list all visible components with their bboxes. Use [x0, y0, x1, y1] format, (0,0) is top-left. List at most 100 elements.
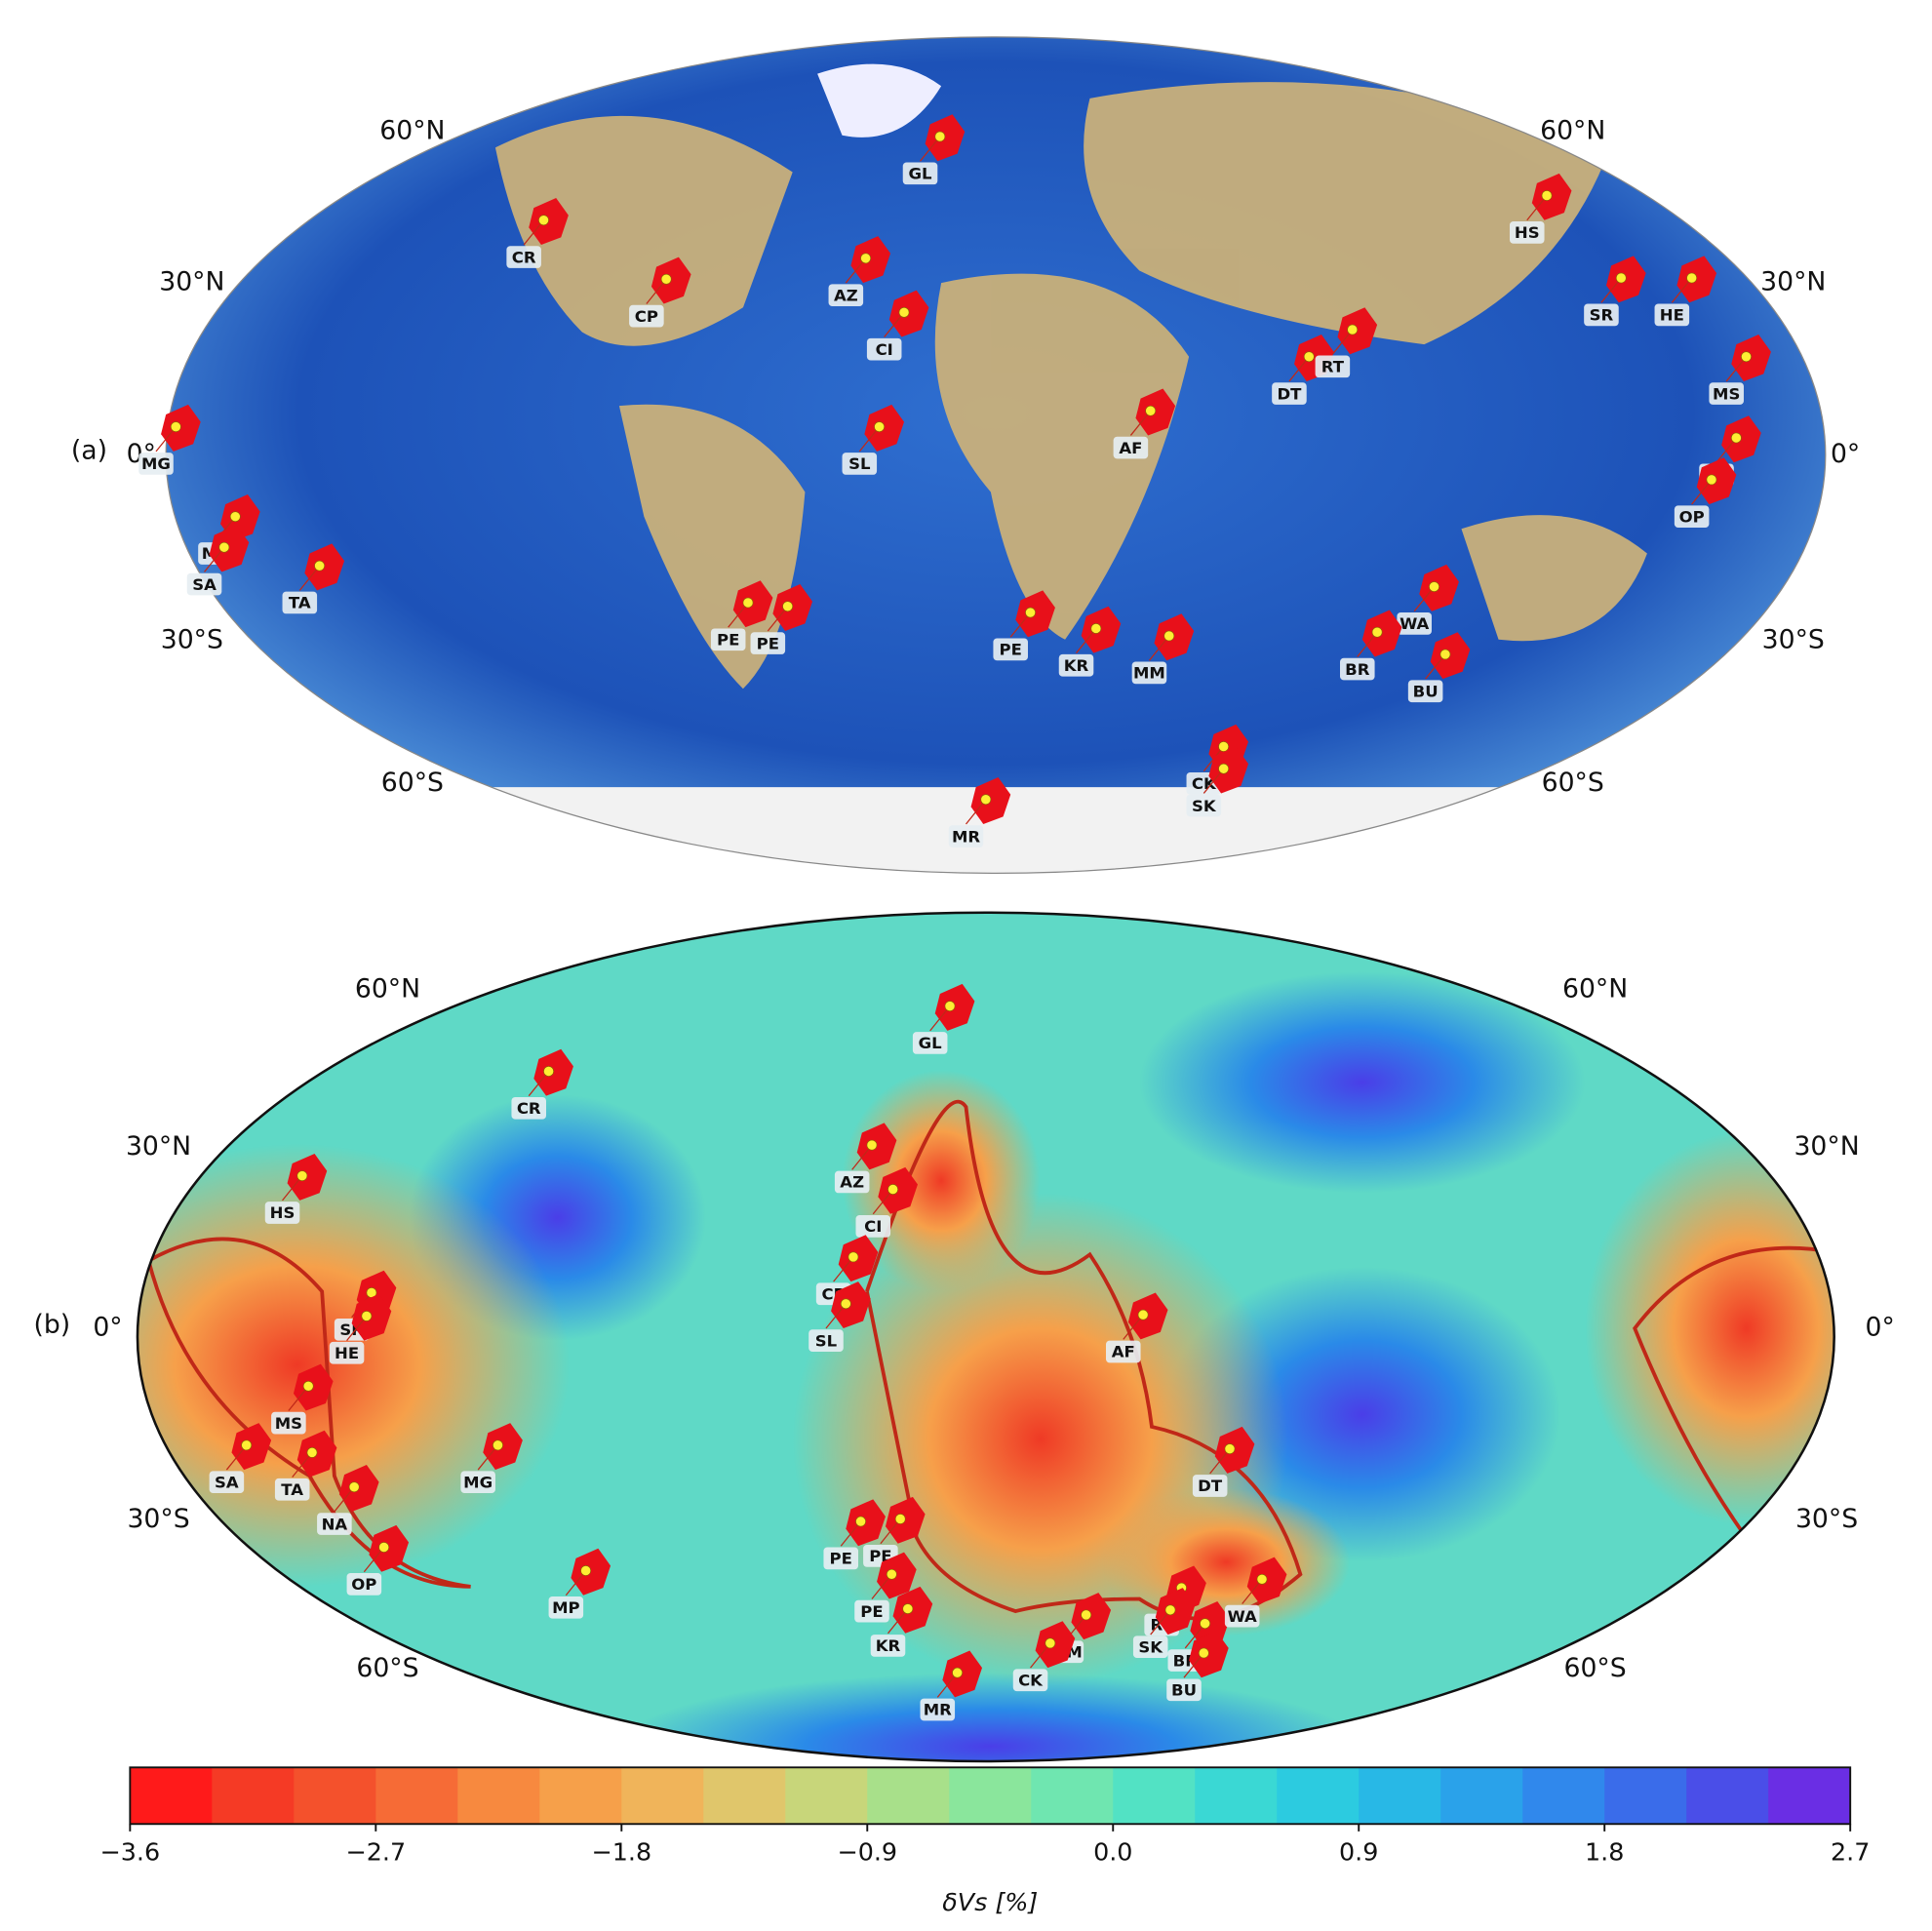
site-label: OP — [1679, 507, 1705, 526]
site-label-box — [1192, 1475, 1228, 1497]
site: AZ — [828, 236, 891, 307]
leader-line — [1183, 1652, 1204, 1678]
site-label-box — [750, 632, 786, 654]
colorbar-bin — [1277, 1767, 1360, 1825]
site-label: SR — [1590, 306, 1614, 325]
leader-line — [929, 1005, 951, 1032]
colorbar-tick-label: −3.6 — [100, 1838, 161, 1867]
site: TA — [274, 1430, 337, 1501]
site-label: BU — [1171, 1681, 1197, 1700]
site: SK — [1186, 746, 1249, 817]
latitude-label: 30°S — [161, 625, 223, 655]
hotspot-dot — [840, 1298, 851, 1310]
leader-line — [840, 1520, 862, 1547]
site: MS — [271, 1363, 334, 1435]
leader-line — [477, 1444, 498, 1471]
site: SL — [808, 1281, 871, 1352]
hotspot-dot — [952, 1667, 964, 1678]
colorbar-bin — [621, 1767, 704, 1825]
colorbar-bin — [1522, 1767, 1605, 1825]
latitude-label: 30°N — [159, 267, 224, 297]
leader-line — [871, 1573, 892, 1599]
site-label-box — [902, 162, 938, 185]
site-label-box — [1113, 436, 1149, 459]
hotspot-dot — [848, 1251, 859, 1263]
leader-line — [565, 1570, 587, 1596]
leader-line — [851, 1144, 873, 1170]
site: CR — [506, 198, 569, 268]
site: SR — [1584, 256, 1646, 327]
hotspot-dot — [1218, 741, 1230, 752]
hotspot-dot — [855, 1516, 866, 1527]
site: PE — [823, 1499, 886, 1570]
site-label: CK — [1192, 774, 1217, 793]
site: CI — [866, 290, 929, 361]
leader-line — [646, 278, 667, 304]
site-label-box — [282, 591, 318, 614]
colorbar-bin — [1031, 1767, 1114, 1825]
hotspot-dot — [660, 273, 672, 285]
site-label: OP — [351, 1575, 376, 1594]
hotspot-dot — [887, 1184, 898, 1195]
hotspot-dot — [1541, 190, 1553, 201]
site: BU — [1166, 1631, 1229, 1702]
site: CI — [855, 1166, 918, 1238]
hotspot-dot — [1163, 630, 1175, 642]
site-label-box — [460, 1471, 495, 1494]
hotspot-dot — [378, 1542, 390, 1553]
site: SA — [209, 1423, 272, 1494]
leader-line — [1526, 195, 1548, 221]
leader-line — [282, 1175, 303, 1202]
colorbar-tick-label: −0.9 — [837, 1838, 897, 1867]
hotspot-dot — [980, 794, 992, 806]
site-label-box — [823, 1547, 859, 1570]
leader-line — [1242, 1578, 1263, 1604]
site-label: TA — [281, 1480, 303, 1499]
hotspot-dot — [1303, 351, 1315, 363]
site-label: CP — [635, 307, 658, 326]
site-label: SK — [1192, 797, 1217, 815]
hotspot-dot — [538, 215, 549, 226]
site: NA — [317, 1465, 379, 1535]
site-label-box — [710, 628, 746, 651]
site-label: MM — [1133, 664, 1165, 683]
hotspot-dot — [1615, 272, 1627, 284]
site-label-box — [1058, 653, 1094, 677]
site-label: SA — [192, 575, 217, 594]
leader-line — [1331, 329, 1354, 355]
leader-line — [966, 799, 987, 825]
site: PE — [993, 590, 1055, 661]
site-label: AZ — [834, 286, 858, 304]
colorbar-bin — [1768, 1767, 1851, 1825]
leader-line — [1184, 1623, 1206, 1649]
site-label-box — [1709, 382, 1744, 405]
colorbar-bin — [785, 1767, 868, 1825]
site-label: CK — [1018, 1672, 1044, 1690]
hotspot-dot — [1730, 432, 1742, 444]
leader-line — [1413, 586, 1436, 612]
site: AF — [1113, 388, 1176, 459]
site: PE — [710, 580, 773, 651]
site-label-box — [1674, 505, 1710, 529]
site-label: PE — [717, 631, 739, 650]
hotspot-dot — [1371, 626, 1383, 638]
leader-line — [858, 426, 881, 453]
hotspot-dot — [1686, 272, 1698, 284]
site-label: CR — [512, 248, 536, 266]
site-label: KR — [876, 1636, 901, 1655]
site-label-box — [920, 1698, 956, 1721]
site-label: NA — [322, 1515, 348, 1533]
site-label: GL — [919, 1034, 943, 1052]
hotspot-dot — [1218, 763, 1230, 774]
leader-line — [1288, 356, 1310, 382]
colorbar-bin — [457, 1767, 540, 1825]
latitude-label: 60°N — [355, 974, 420, 1005]
site: AZ — [834, 1123, 897, 1194]
leader-line — [1671, 277, 1693, 303]
site-label-box — [948, 825, 984, 847]
hotspot-dot — [1045, 1637, 1056, 1649]
latitude-label: 0° — [1866, 1313, 1895, 1343]
site-label-box — [842, 453, 878, 475]
latitude-label: 30°N — [1760, 267, 1826, 297]
colorbar-bin — [294, 1767, 376, 1825]
